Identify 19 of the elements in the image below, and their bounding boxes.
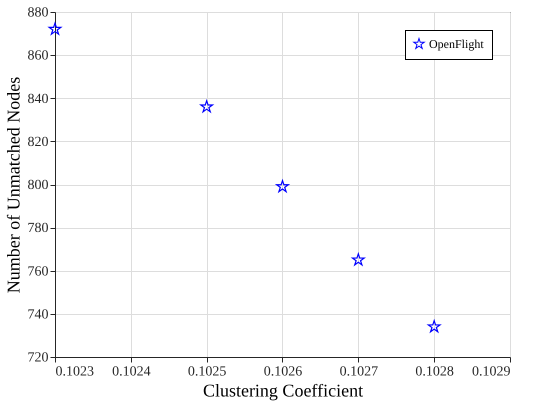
x-tick-label: 0.1026 [264, 364, 302, 380]
y-tick-label: 780 [28, 221, 48, 236]
x-tick-label: 0.1023 [56, 364, 94, 380]
x-tick-label: 0.1024 [112, 364, 151, 380]
y-tick-label: 820 [28, 134, 48, 150]
y-tick-label: 880 [28, 6, 48, 20]
x-axis-title: Clustering Coefficient [202, 380, 364, 400]
y-tick-label: 760 [28, 264, 48, 280]
y-tick-label: 720 [28, 350, 48, 366]
y-axis-title: Number of Unmatched Nodes [4, 76, 24, 294]
y-tick-label: 840 [28, 92, 48, 107]
y-tick-label: 800 [28, 178, 48, 193]
x-tick-label: 0.1025 [188, 364, 226, 380]
x-tick-label: 0.1028 [415, 364, 454, 380]
y-tick-label: 860 [28, 48, 48, 64]
x-tick-label: 0.1027 [340, 364, 378, 380]
x-tick-label: 0.1029 [472, 364, 510, 380]
legend-label: OpenFlight [429, 37, 484, 51]
y-tick-label: 740 [28, 307, 48, 322]
